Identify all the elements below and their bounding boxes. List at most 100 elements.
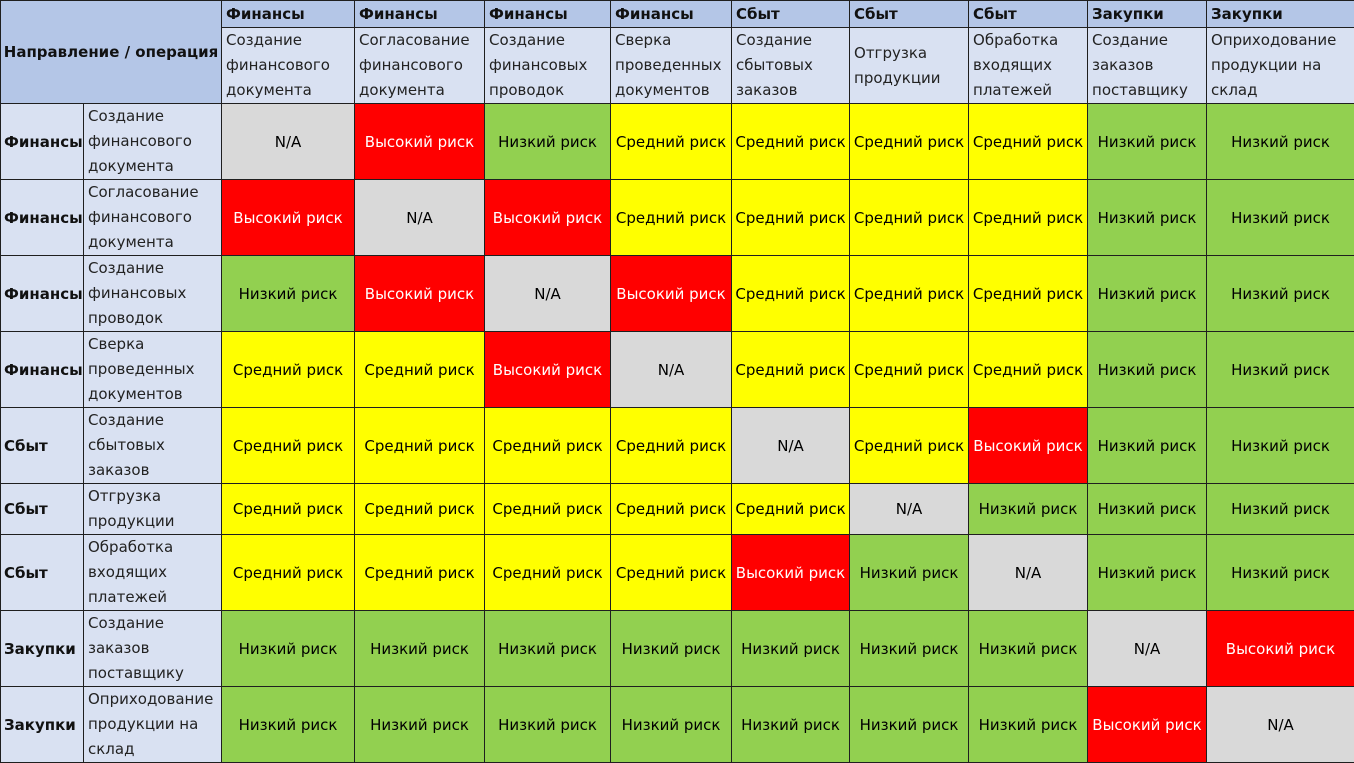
risk-cell[interactable]: Средний риск	[355, 408, 485, 484]
row-operation[interactable]: Отгрузка продукции	[84, 484, 222, 535]
row-operation[interactable]: Обработка входящих платежей	[84, 535, 222, 611]
risk-cell[interactable]: Высокий риск	[355, 256, 485, 332]
risk-cell[interactable]: Низкий риск	[222, 611, 355, 687]
risk-cell[interactable]: Средний риск	[485, 484, 611, 535]
risk-cell[interactable]: Низкий риск	[355, 687, 485, 763]
row-direction[interactable]: Закупки	[1, 611, 84, 687]
col-direction[interactable]: Сбыт	[850, 1, 969, 28]
risk-cell[interactable]: Низкий риск	[1088, 408, 1207, 484]
risk-cell[interactable]: Средний риск	[355, 535, 485, 611]
risk-cell[interactable]: Средний риск	[732, 332, 850, 408]
risk-cell[interactable]: Высокий риск	[1088, 687, 1207, 763]
risk-cell[interactable]: Низкий риск	[355, 611, 485, 687]
risk-cell[interactable]: Низкий риск	[1207, 408, 1354, 484]
risk-cell[interactable]: Низкий риск	[485, 104, 611, 180]
risk-cell[interactable]: Средний риск	[485, 535, 611, 611]
risk-cell[interactable]: Низкий риск	[485, 687, 611, 763]
risk-cell[interactable]: N/A	[1207, 687, 1354, 763]
risk-cell[interactable]: Низкий риск	[1207, 332, 1354, 408]
risk-cell[interactable]: Низкий риск	[611, 611, 732, 687]
col-operation[interactable]: Обработка входящих платежей	[969, 28, 1088, 104]
risk-cell[interactable]: Высокий риск	[969, 408, 1088, 484]
risk-cell[interactable]: Низкий риск	[969, 484, 1088, 535]
row-operation[interactable]: Сверка проведенных документов	[84, 332, 222, 408]
col-direction[interactable]: Закупки	[1088, 1, 1207, 28]
risk-cell[interactable]: Средний риск	[969, 180, 1088, 256]
risk-cell[interactable]: N/A	[732, 408, 850, 484]
risk-cell[interactable]: Низкий риск	[1207, 104, 1354, 180]
risk-cell[interactable]: Высокий риск	[611, 256, 732, 332]
risk-cell[interactable]: Высокий риск	[355, 104, 485, 180]
risk-cell[interactable]: Средний риск	[850, 104, 969, 180]
risk-cell[interactable]: Средний риск	[732, 484, 850, 535]
risk-cell[interactable]: Средний риск	[611, 535, 732, 611]
risk-cell[interactable]: Низкий риск	[850, 611, 969, 687]
row-operation[interactable]: Создание заказов поставщику	[84, 611, 222, 687]
row-direction[interactable]: Закупки	[1, 687, 84, 763]
risk-cell[interactable]: Средний риск	[732, 104, 850, 180]
risk-cell[interactable]: Низкий риск	[1088, 484, 1207, 535]
risk-cell[interactable]: Низкий риск	[850, 687, 969, 763]
risk-cell[interactable]: Низкий риск	[1207, 484, 1354, 535]
risk-cell[interactable]: N/A	[611, 332, 732, 408]
risk-cell[interactable]: Низкий риск	[1207, 535, 1354, 611]
row-direction[interactable]: Сбыт	[1, 484, 84, 535]
row-operation[interactable]: Оприходование продукции на склад	[84, 687, 222, 763]
col-operation[interactable]: Создание финансовых проводок	[485, 28, 611, 104]
risk-cell[interactable]: Средний риск	[222, 408, 355, 484]
row-operation[interactable]: Создание сбытовых заказов	[84, 408, 222, 484]
risk-cell[interactable]: Низкий риск	[485, 611, 611, 687]
risk-cell[interactable]: Низкий риск	[1088, 104, 1207, 180]
col-direction[interactable]: Финансы	[222, 1, 355, 28]
risk-cell[interactable]: Низкий риск	[850, 535, 969, 611]
risk-cell[interactable]: Высокий риск	[222, 180, 355, 256]
col-operation[interactable]: Создание финансового документа	[222, 28, 355, 104]
col-direction[interactable]: Сбыт	[732, 1, 850, 28]
risk-cell[interactable]: Низкий риск	[969, 611, 1088, 687]
risk-cell[interactable]: Низкий риск	[1088, 180, 1207, 256]
risk-cell[interactable]: N/A	[222, 104, 355, 180]
risk-cell[interactable]: Низкий риск	[222, 687, 355, 763]
row-direction[interactable]: Финансы	[1, 180, 84, 256]
risk-cell[interactable]: Низкий риск	[1088, 332, 1207, 408]
risk-cell[interactable]: Низкий риск	[1207, 256, 1354, 332]
risk-cell[interactable]: Средний риск	[850, 180, 969, 256]
risk-cell[interactable]: Средний риск	[850, 332, 969, 408]
risk-cell[interactable]: Высокий риск	[485, 332, 611, 408]
col-direction[interactable]: Финансы	[485, 1, 611, 28]
col-operation[interactable]: Сверка проведенных документов	[611, 28, 732, 104]
risk-cell[interactable]: Низкий риск	[611, 687, 732, 763]
risk-cell[interactable]: Средний риск	[485, 408, 611, 484]
risk-cell[interactable]: Низкий риск	[732, 611, 850, 687]
risk-cell[interactable]: Высокий риск	[732, 535, 850, 611]
row-direction[interactable]: Сбыт	[1, 408, 84, 484]
row-direction[interactable]: Финансы	[1, 332, 84, 408]
risk-cell[interactable]: N/A	[969, 535, 1088, 611]
risk-cell[interactable]: Средний риск	[969, 104, 1088, 180]
risk-cell[interactable]: N/A	[850, 484, 969, 535]
risk-cell[interactable]: Низкий риск	[1207, 180, 1354, 256]
risk-cell[interactable]: Низкий риск	[969, 687, 1088, 763]
risk-cell[interactable]: Низкий риск	[1088, 256, 1207, 332]
col-direction[interactable]: Сбыт	[969, 1, 1088, 28]
risk-cell[interactable]: Высокий риск	[485, 180, 611, 256]
risk-cell[interactable]: Средний риск	[732, 256, 850, 332]
col-direction[interactable]: Закупки	[1207, 1, 1354, 28]
row-direction[interactable]: Финансы	[1, 256, 84, 332]
col-operation[interactable]: Создание заказов поставщику	[1088, 28, 1207, 104]
col-direction[interactable]: Финансы	[611, 1, 732, 28]
row-operation[interactable]: Создание финансового документа	[84, 104, 222, 180]
risk-cell[interactable]: Средний риск	[222, 535, 355, 611]
row-operation[interactable]: Согласование финансового документа	[84, 180, 222, 256]
risk-cell[interactable]: N/A	[485, 256, 611, 332]
risk-cell[interactable]: Низкий риск	[1088, 535, 1207, 611]
risk-cell[interactable]: Низкий риск	[732, 687, 850, 763]
risk-cell[interactable]: Средний риск	[611, 104, 732, 180]
risk-cell[interactable]: Средний риск	[222, 332, 355, 408]
risk-cell[interactable]: Средний риск	[611, 484, 732, 535]
risk-cell[interactable]: Низкий риск	[222, 256, 355, 332]
col-operation[interactable]: Оприходование продукции на склад	[1207, 28, 1354, 104]
risk-cell[interactable]: Средний риск	[611, 408, 732, 484]
col-operation[interactable]: Создание сбытовых заказов	[732, 28, 850, 104]
risk-cell[interactable]: Средний риск	[969, 256, 1088, 332]
